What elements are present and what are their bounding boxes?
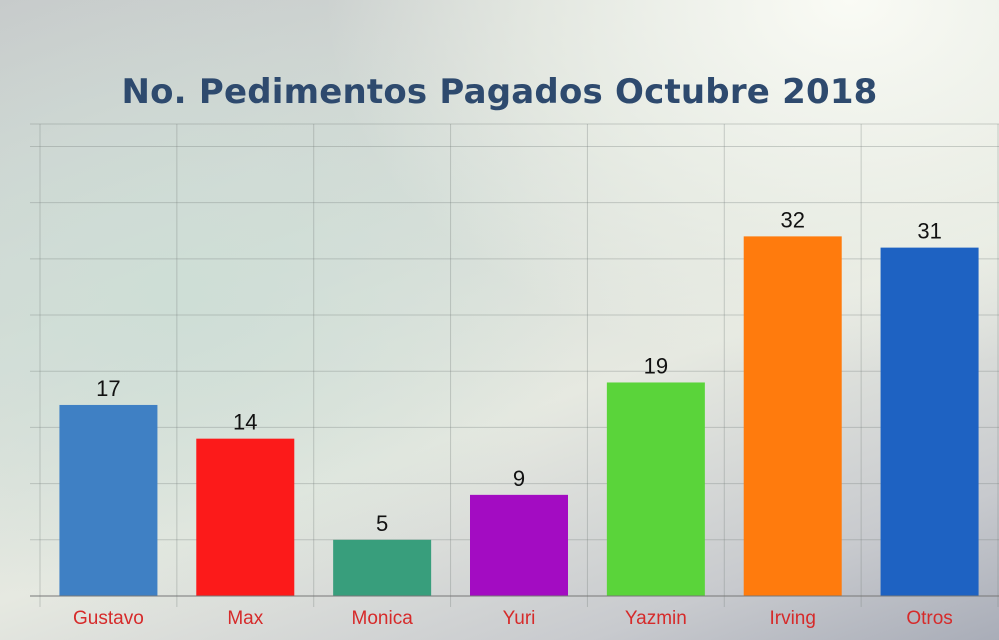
bar-yazmin <box>606 382 705 596</box>
bar-otros <box>880 247 979 596</box>
value-label: 9 <box>513 466 525 491</box>
bar-monica <box>333 539 432 596</box>
bar-yuri <box>470 494 568 596</box>
category-label: Max <box>227 608 263 629</box>
value-label: 19 <box>644 353 668 378</box>
bar-irving <box>743 236 842 596</box>
value-label: 5 <box>376 511 388 536</box>
category-label: Irving <box>769 608 815 629</box>
category-label: Yuri <box>503 608 536 629</box>
category-label: Gustavo <box>73 608 144 629</box>
bar-max <box>196 438 295 596</box>
category-label: Monica <box>352 608 414 629</box>
bar-gustavo <box>59 404 158 596</box>
category-label: Yazmin <box>625 608 687 629</box>
value-label: 17 <box>96 376 120 401</box>
value-label: 14 <box>233 410 257 435</box>
category-label: Otros <box>906 608 952 629</box>
value-label: 32 <box>780 207 804 232</box>
chart-title: No. Pedimentos Pagados Octubre 2018 <box>121 72 878 112</box>
value-label: 31 <box>917 219 941 244</box>
